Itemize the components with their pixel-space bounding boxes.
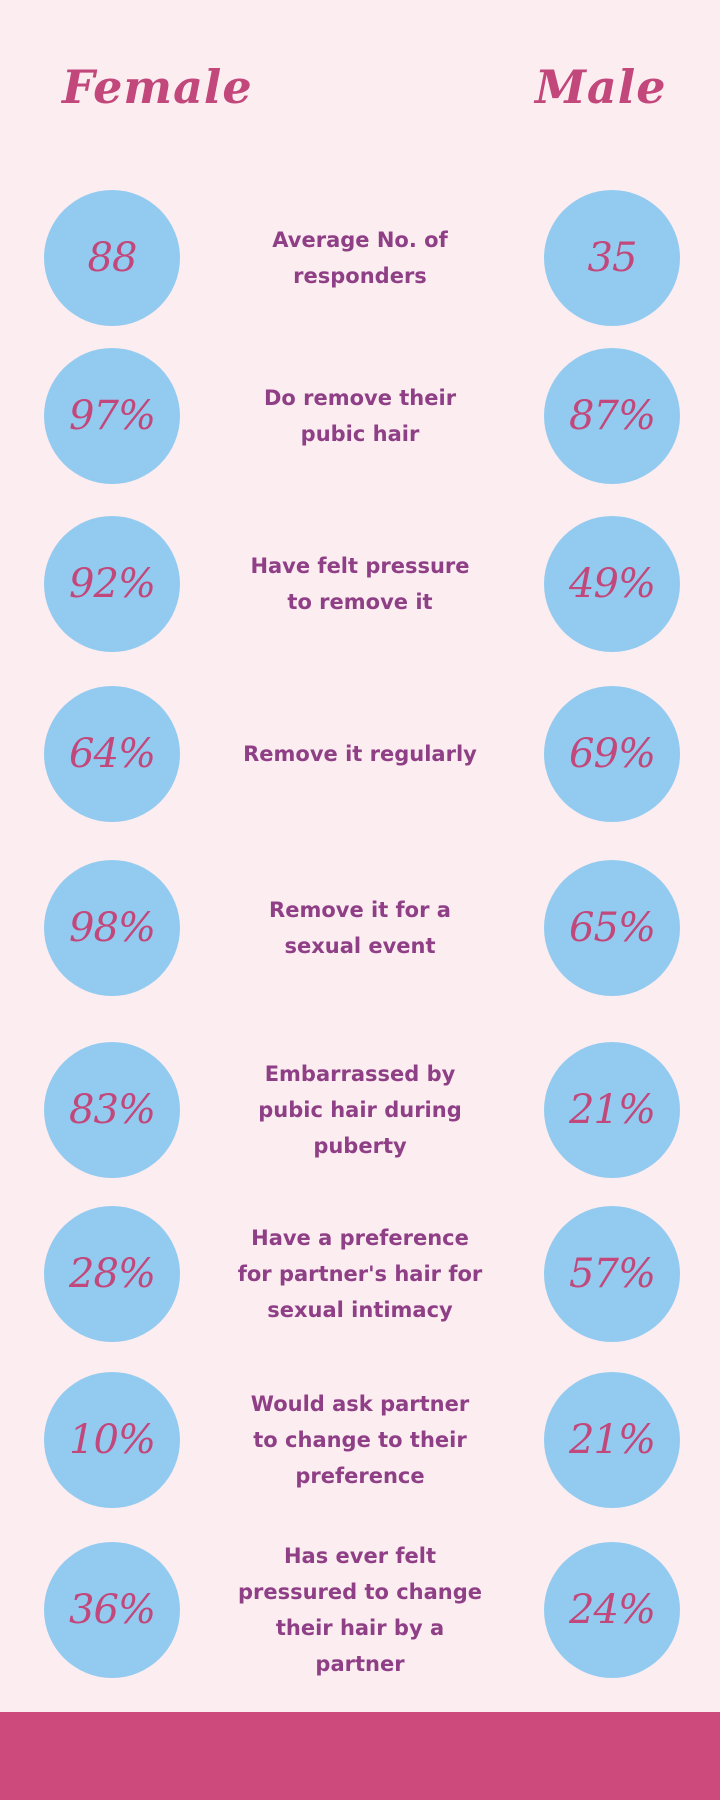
stat-row-sexual-event: 98% Remove it for a sexual event 65% <box>0 860 720 1000</box>
stat-row-remove: 97% Do remove their pubic hair 87% <box>0 348 720 488</box>
male-value: 49% <box>544 516 680 652</box>
female-value: 98% <box>44 860 180 996</box>
male-value: 57% <box>544 1206 680 1342</box>
female-value: 88 <box>44 190 180 326</box>
stat-label: Has ever felt pressured to change their … <box>237 1544 483 1676</box>
male-header: Male <box>535 60 667 114</box>
female-value: 36% <box>44 1542 180 1678</box>
male-value: 24% <box>544 1542 680 1678</box>
female-value: 64% <box>44 686 180 822</box>
stat-row-responders: 88 Average No. of responders 35 <box>0 190 720 330</box>
male-value: 87% <box>544 348 680 484</box>
stat-row-pressure: 92% Have felt pressure to remove it 49% <box>0 516 720 656</box>
stat-label: Would ask partner to change to their pre… <box>250 1392 470 1488</box>
stat-label: Embarrassed by pubic hair during puberty <box>258 1062 462 1158</box>
female-header: Female <box>62 60 253 114</box>
stat-label: Remove it regularly <box>243 742 477 766</box>
female-value: 10% <box>44 1372 180 1508</box>
stat-row-regularly: 64% Remove it regularly 69% <box>0 686 720 826</box>
male-value: 69% <box>544 686 680 822</box>
female-value: 28% <box>44 1206 180 1342</box>
female-value: 83% <box>44 1042 180 1178</box>
stat-row-preference: 28% Have a preference for partner's hair… <box>0 1206 720 1346</box>
stat-label: Have a preference for partner's hair for… <box>237 1226 483 1322</box>
male-value: 65% <box>544 860 680 996</box>
stat-row-embarrassed: 83% Embarrassed by pubic hair during pub… <box>0 1042 720 1182</box>
footer-bar <box>0 1712 720 1800</box>
male-value: 21% <box>544 1042 680 1178</box>
stat-label: Average No. of responders <box>272 228 448 288</box>
stat-label: Do remove their pubic hair <box>263 386 457 446</box>
female-value: 97% <box>44 348 180 484</box>
male-value: 35 <box>544 190 680 326</box>
stat-row-pressured-by-partner: 36% Has ever felt pressured to change th… <box>0 1542 720 1682</box>
stat-label: Have felt pressure to remove it <box>250 554 470 614</box>
female-value: 92% <box>44 516 180 652</box>
male-value: 21% <box>544 1372 680 1508</box>
stat-label: Remove it for a sexual event <box>269 898 451 958</box>
stat-row-ask-partner: 10% Would ask partner to change to their… <box>0 1372 720 1512</box>
